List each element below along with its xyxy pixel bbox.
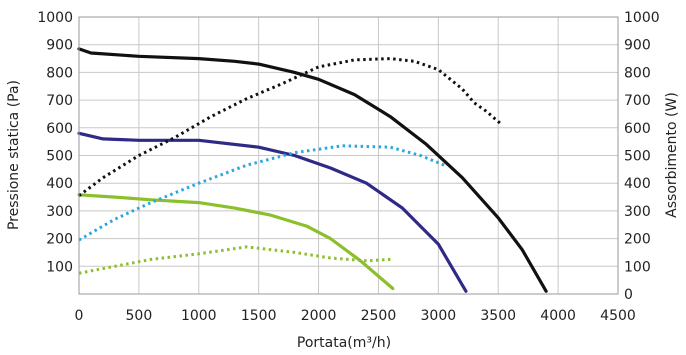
- y-left-tick-label: 600: [46, 121, 73, 137]
- x-tick-label: 2500: [361, 308, 397, 324]
- y-right-tick-label: 200: [624, 232, 651, 248]
- power-curve-5: [78, 144, 445, 242]
- power-curve-6: [78, 245, 391, 275]
- tick-labels: 0 500 1000 1500 2000 2500 3000 3500 4000 45001002…: [37, 10, 659, 324]
- y-right-tick-label: 700: [624, 93, 651, 109]
- pressure-curve-2: [77, 131, 468, 293]
- y-left-tick-label: 1000: [37, 10, 73, 26]
- x-axis-label: Portata(m³/h): [297, 335, 391, 351]
- x-tick-label: 1000: [181, 308, 217, 324]
- y-left-tick-label: 900: [46, 38, 73, 54]
- x-tick-label: 4500: [600, 308, 636, 324]
- y-right-tick-label: 900: [624, 38, 651, 54]
- x-tick-label: 2000: [301, 308, 337, 324]
- y-left-tick-label: 100: [46, 259, 73, 275]
- x-tick-label: 3500: [480, 308, 516, 324]
- y-right-tick-label: 400: [624, 176, 651, 192]
- x-tick-label: 3000: [421, 308, 457, 324]
- y-left-tick-label: 700: [46, 93, 73, 109]
- y-right-tick-label: 800: [624, 65, 651, 81]
- y-left-tick-label: 200: [46, 232, 73, 248]
- y-left-tick-label: 300: [46, 204, 73, 220]
- x-tick-label: 1500: [241, 308, 277, 324]
- plot-frame: [78, 16, 619, 295]
- y-right-tick-label: 300: [624, 204, 651, 220]
- y-axis-left-label: Pressione statica (Pa): [6, 80, 22, 230]
- x-tick-label: 0: [75, 308, 84, 324]
- y-right-tick-label: 1000: [624, 10, 660, 26]
- pressure-curve-1: [77, 47, 548, 293]
- grid: [78, 16, 619, 294]
- series-lines: [77, 47, 548, 293]
- y-right-tick-label: 100: [624, 259, 651, 275]
- y-right-tick-label: 500: [624, 149, 651, 165]
- y-left-tick-label: 400: [46, 176, 73, 192]
- y-right-tick-label: 0: [624, 287, 633, 303]
- y-left-tick-label: 500: [46, 149, 73, 165]
- axes: [78, 16, 619, 295]
- y-axis-right-label: Assorbimento (W): [664, 92, 680, 218]
- x-tick-label: 4000: [540, 308, 576, 324]
- power-curve-4: [78, 57, 502, 197]
- y-left-tick-label: 800: [46, 65, 73, 81]
- y-right-tick-label: 600: [624, 121, 651, 137]
- x-tick-label: 500: [126, 308, 153, 324]
- pressure-curve-3: [77, 193, 395, 291]
